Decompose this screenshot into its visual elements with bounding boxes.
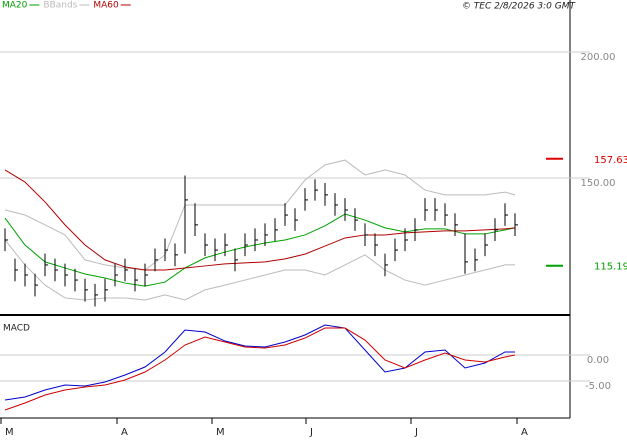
macd-line xyxy=(4,327,516,411)
moving-average xyxy=(4,169,516,271)
y-tick-label: 200.00 xyxy=(581,52,616,63)
x-tick-label: J xyxy=(309,427,313,438)
legend-label: MA20 xyxy=(2,1,28,11)
band-upper xyxy=(4,159,516,271)
panel-title: MACD xyxy=(3,324,30,334)
x-tick-label: J xyxy=(414,427,418,438)
x-tick-label: M xyxy=(216,427,225,438)
y-tick-label: 0.00 xyxy=(587,355,609,366)
level-label: 157.63 xyxy=(594,155,627,166)
x-tick-label: A xyxy=(521,427,528,438)
level-label: 115.19 xyxy=(594,262,627,273)
notice: © TEC 2/8/2026 3:0 GMT xyxy=(462,2,577,12)
legend-label: BBands xyxy=(43,1,77,11)
macd-line xyxy=(4,324,515,401)
band-lower xyxy=(4,239,515,301)
legend-label: MA60 xyxy=(93,1,119,11)
x-tick-label: M xyxy=(5,427,14,438)
y-tick-label: -5.00 xyxy=(585,381,611,392)
x-tick-label: A xyxy=(121,427,128,438)
y-tick-label: 150.00 xyxy=(581,178,616,189)
